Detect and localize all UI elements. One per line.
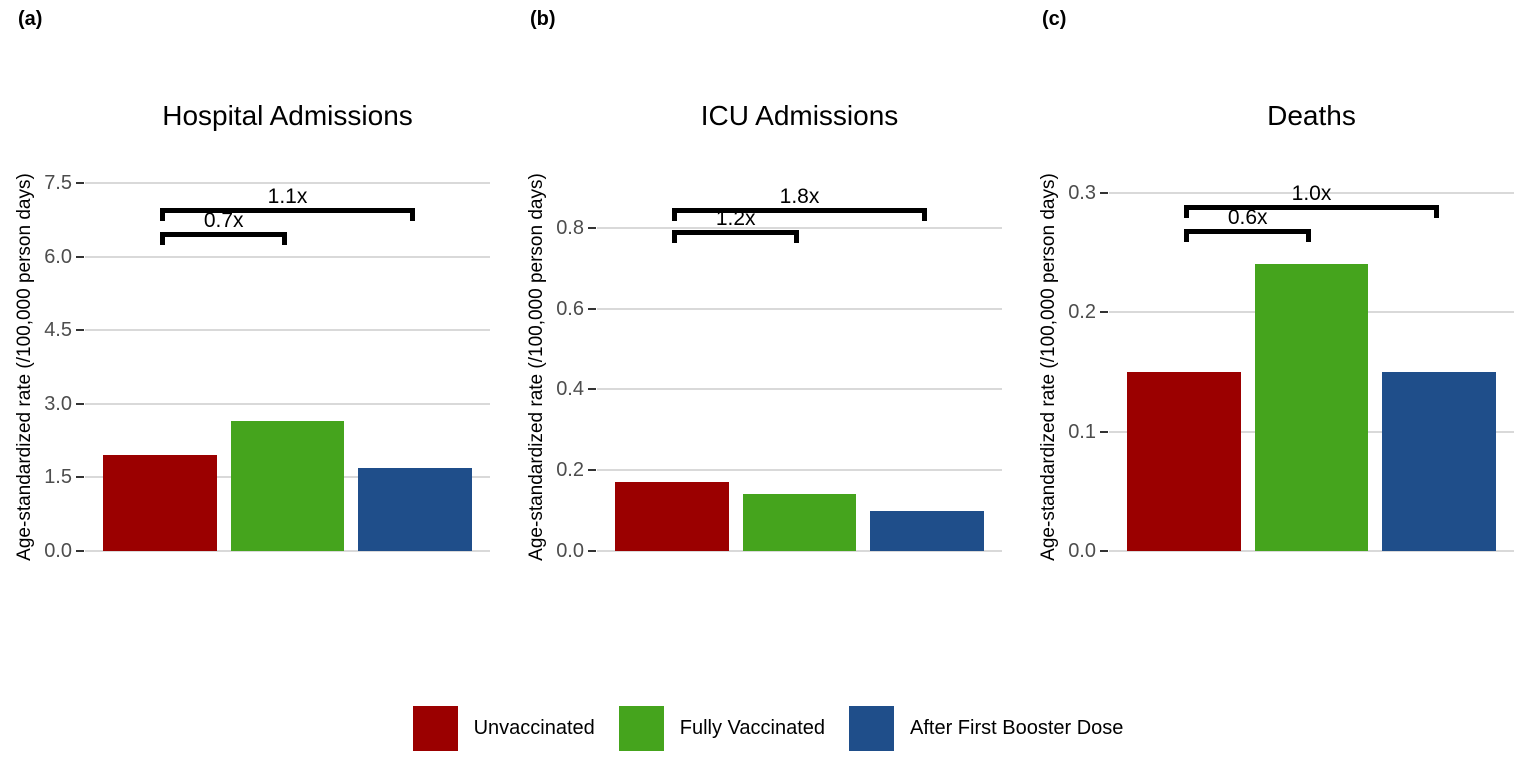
ratio-bracket <box>159 207 416 221</box>
ratio-bracket-label: 1.2x <box>715 206 756 230</box>
y-tick-mark <box>76 182 84 185</box>
y-tick-label: 4.5 <box>44 319 72 342</box>
gridline <box>85 550 490 552</box>
legend-label: Unvaccinated <box>473 717 595 739</box>
y-tick-label: 0.1 <box>1068 420 1096 443</box>
legend-swatch-fully-vaccinated <box>618 706 664 751</box>
ratio-bracket-label: 1.8x <box>779 184 820 208</box>
gridline <box>85 402 490 405</box>
y-tick-mark <box>588 550 596 552</box>
y-tick-label: 0.0 <box>44 540 72 562</box>
y-tick-label: 0.2 <box>1068 301 1096 324</box>
y-tick-label: 3.0 <box>44 392 72 415</box>
panel-title: ICU Admissions <box>700 100 899 131</box>
legend-label: After First Booster Dose <box>910 717 1124 739</box>
bar-after-first-booster-dose <box>870 510 984 551</box>
y-tick-mark <box>1100 311 1108 314</box>
y-tick-label: 0.4 <box>556 378 584 401</box>
y-tick-mark <box>588 469 596 472</box>
ratio-bracket-label: 1.1x <box>267 184 308 208</box>
y-tick-mark <box>76 402 84 405</box>
y-tick-label: 0.3 <box>1068 181 1096 204</box>
y-tick-mark <box>1100 430 1108 433</box>
panel-deaths: (c) Deaths Age-standardized rate (/100,0… <box>1024 0 1536 660</box>
y-tick-mark <box>76 329 84 332</box>
y-tick-mark <box>588 388 596 391</box>
legend-swatch-after-first-booster-dose <box>849 706 895 751</box>
y-tick-label: 6.0 <box>44 245 72 268</box>
gridline <box>597 226 1002 229</box>
legend-item-unvaccinated: Unvaccinated <box>412 706 595 751</box>
bar-fully-vaccinated <box>1254 264 1369 551</box>
y-axis-label: Age-standardized rate (/100,000 person d… <box>14 173 35 561</box>
ratio-bracket <box>1183 228 1312 242</box>
y-tick-mark <box>588 307 596 310</box>
gridline <box>597 388 1002 391</box>
bar-fully-vaccinated <box>742 494 857 551</box>
y-tick-label: 0.2 <box>556 459 584 482</box>
gridline <box>597 550 1002 552</box>
legend: Unvaccinated Fully Vaccinated After First … <box>0 706 1536 751</box>
bar-after-first-booster-dose <box>358 467 472 551</box>
y-tick-label: 7.5 <box>44 172 72 195</box>
plot-area: 1.2x 1.8x <box>597 139 1002 552</box>
panel-hospital-admissions: (a) Hospital Admissions Age-standardized… <box>0 0 512 660</box>
bar-unvaccinated <box>615 482 729 551</box>
ratio-bracket <box>671 207 928 221</box>
gridline <box>597 469 1002 472</box>
panel-title: Hospital Admissions <box>162 100 413 131</box>
gridline <box>597 307 1002 310</box>
y-tick-mark <box>1100 191 1108 194</box>
ratio-bracket <box>159 232 288 246</box>
y-tick-mark <box>76 255 84 258</box>
gridline <box>85 255 490 258</box>
plot-area: 0.7x 1.1x <box>85 139 490 552</box>
panel-title: Deaths <box>1267 100 1356 131</box>
plot-area: 0.6x 1.0x <box>1109 139 1514 552</box>
y-tick-label: 1.5 <box>44 466 72 489</box>
panel-letter: (b) <box>530 8 556 30</box>
gridline <box>1109 550 1514 552</box>
y-tick-label: 0.0 <box>556 540 584 562</box>
legend-label: Fully Vaccinated <box>679 717 826 739</box>
panel-letter: (a) <box>18 8 43 30</box>
bar-fully-vaccinated <box>230 421 345 551</box>
gridline <box>1109 191 1514 194</box>
panel-icu-admissions: (b) ICU Admissions Age-standardized rate… <box>512 0 1024 660</box>
ratio-bracket <box>671 229 800 243</box>
ratio-bracket-label: 1.0x <box>1291 181 1332 205</box>
ratio-bracket-label: 0.6x <box>1227 205 1268 229</box>
gridline <box>85 182 490 185</box>
y-tick-mark <box>1100 550 1108 552</box>
bar-unvaccinated <box>1127 371 1241 551</box>
y-tick-mark <box>588 226 596 229</box>
panel-letter: (c) <box>1042 8 1067 30</box>
legend-item-fully-vaccinated: Fully Vaccinated <box>618 706 826 751</box>
y-tick-label: 0.0 <box>1068 540 1096 562</box>
gridline <box>85 329 490 332</box>
ratio-bracket-label: 0.7x <box>203 209 244 233</box>
y-tick-label: 0.8 <box>556 216 584 239</box>
legend-swatch-unvaccinated <box>412 706 458 751</box>
y-axis-label: Age-standardized rate (/100,000 person d… <box>1038 173 1059 561</box>
legend-item-after-first-booster-dose: After First Booster Dose <box>849 706 1123 751</box>
y-tick-mark <box>76 550 84 552</box>
y-tick-label: 0.6 <box>556 297 584 320</box>
bar-unvaccinated <box>103 455 217 551</box>
ratio-bracket <box>1183 204 1440 218</box>
bar-after-first-booster-dose <box>1382 371 1496 551</box>
y-tick-mark <box>76 476 84 479</box>
